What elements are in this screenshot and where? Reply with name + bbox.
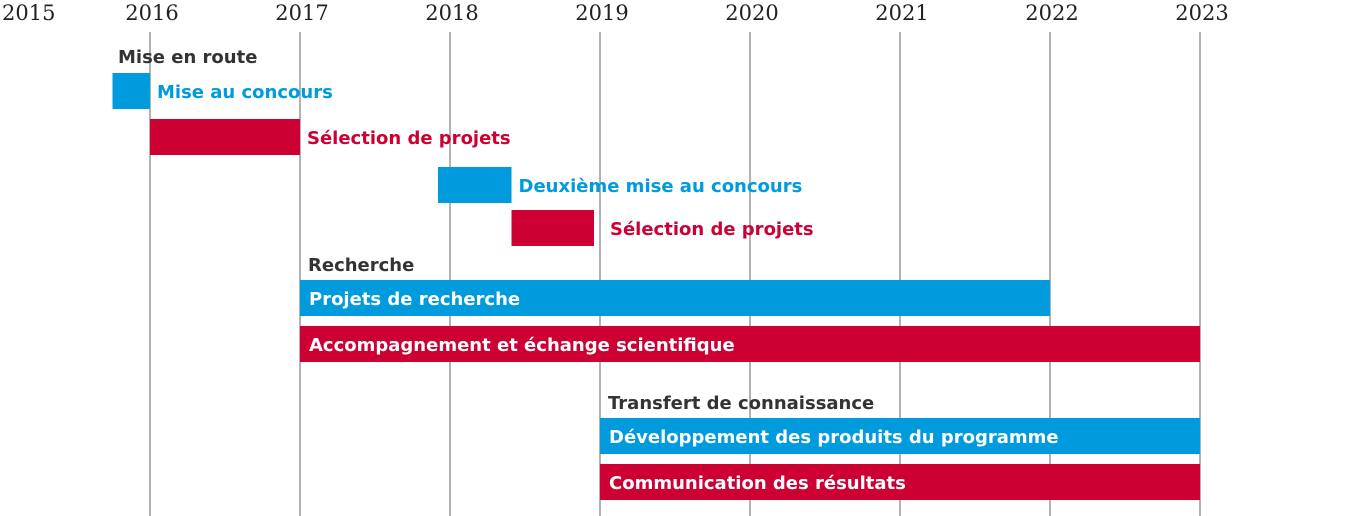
x-tick-label: 2022 — [1025, 1, 1078, 25]
bar-label: Mise au concours — [157, 82, 333, 103]
gantt-bar — [511, 210, 594, 246]
group-title: Transfert de connaissance — [608, 393, 874, 414]
group-title: Mise en route — [118, 47, 257, 68]
bar-label: Sélection de projets — [307, 128, 511, 149]
bar-label: Deuxième mise au concours — [519, 176, 803, 197]
gantt-bar — [438, 167, 512, 203]
x-tick-label: 2016 — [125, 1, 178, 25]
x-tick-label: 2018 — [425, 1, 478, 25]
x-tick-label: 2017 — [275, 1, 328, 25]
gantt-bar — [300, 326, 1200, 362]
gantt-bar — [112, 73, 150, 109]
gantt-bar — [300, 280, 1050, 316]
x-tick-label: 2020 — [725, 1, 778, 25]
bar-label: Sélection de projets — [610, 219, 814, 240]
bar-label: Développement des produits du programme — [609, 427, 1059, 448]
x-tick-label: 2015 — [2, 1, 55, 25]
x-tick-label: 2021 — [875, 1, 928, 25]
x-tick-label: 2019 — [575, 1, 628, 25]
gantt-bar — [600, 418, 1200, 454]
gantt-bar — [150, 119, 300, 155]
group-title: Recherche — [308, 255, 414, 276]
bar-label: Accompagnement et échange scientifique — [309, 335, 735, 356]
x-tick-label: 2023 — [1175, 1, 1228, 25]
bar-label: Projets de recherche — [309, 289, 520, 310]
bar-label: Communication des résultats — [609, 473, 906, 494]
gantt-bar — [600, 464, 1200, 500]
